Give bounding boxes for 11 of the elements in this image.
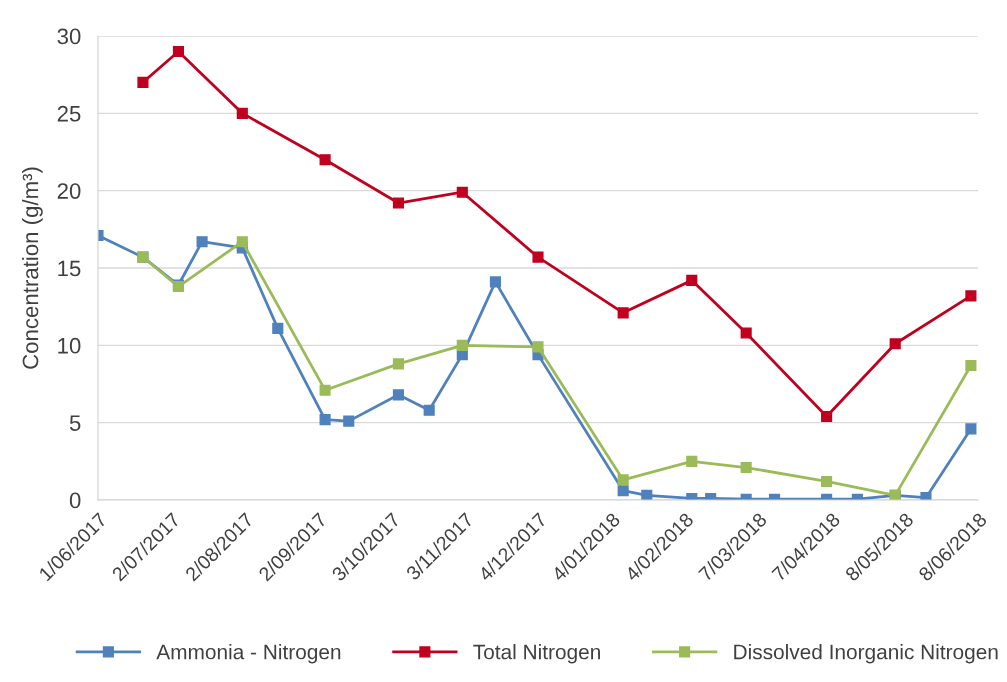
- legend-label: Ammonia - Nitrogen: [156, 644, 341, 664]
- y-tick-label: 10: [58, 337, 81, 354]
- y-axis-title: Concentration (g/m³): [22, 167, 43, 369]
- y-tick-label: 5: [69, 415, 81, 431]
- y-tick-label: 30: [57, 28, 81, 45]
- y-tick-label: 0: [69, 492, 81, 509]
- y-tick-label: 25: [57, 105, 81, 122]
- legend-label: Dissolved Inorganic Nitrogen: [734, 644, 998, 664]
- y-tick-label: 15: [58, 260, 81, 277]
- y-tick-label: 20: [57, 183, 81, 199]
- legend-label: Total Nitrogen: [473, 644, 600, 664]
